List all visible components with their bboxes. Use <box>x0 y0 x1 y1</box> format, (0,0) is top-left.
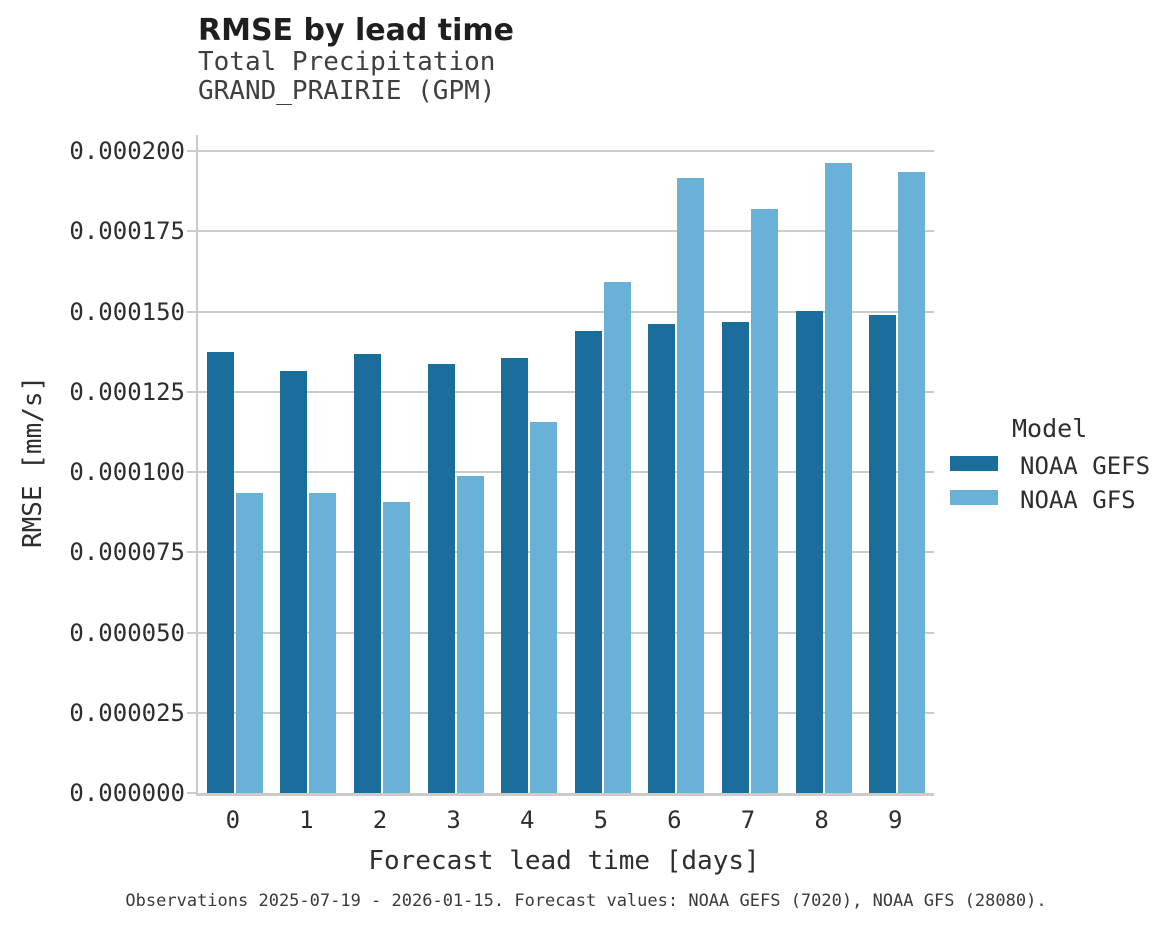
gridline <box>198 471 934 474</box>
y-tick-label: 0.000050 <box>69 618 185 647</box>
bar-noaa-gfs-day-6 <box>677 177 705 793</box>
gridline <box>198 150 934 153</box>
plot-area <box>187 135 934 796</box>
chart-title: RMSE by lead time <box>198 13 514 48</box>
bar-noaa-gefs-day-8 <box>795 310 823 793</box>
bar-noaa-gfs-day-9 <box>898 171 926 793</box>
legend-label-noaa-gfs: NOAA GFS <box>1020 486 1136 514</box>
gridline <box>198 230 934 233</box>
y-tick-mark <box>187 230 196 233</box>
bar-noaa-gfs-day-1 <box>309 492 337 793</box>
bar-noaa-gefs-day-4 <box>501 358 529 793</box>
y-tick-mark <box>187 551 196 554</box>
x-tick-label: 0 <box>225 806 241 834</box>
y-tick-label: 0.000025 <box>69 698 185 727</box>
legend-title: Model <box>1012 414 1088 443</box>
x-tick-label: 6 <box>667 806 682 834</box>
y-tick-label: 0.000125 <box>69 377 185 406</box>
x-tick-label: 1 <box>299 806 314 834</box>
bar-noaa-gefs-day-0 <box>206 351 234 793</box>
bar-noaa-gefs-day-1 <box>280 370 308 793</box>
gridline <box>198 631 934 634</box>
y-tick-mark <box>187 792 196 794</box>
y-tick-mark <box>187 390 196 393</box>
gridline <box>198 711 934 714</box>
y-tick-label: 0.000000 <box>69 779 185 807</box>
gridline <box>198 310 934 313</box>
bar-noaa-gefs-day-3 <box>427 363 455 793</box>
bar-noaa-gfs-day-4 <box>530 422 558 793</box>
bar-noaa-gfs-day-7 <box>751 208 778 793</box>
chart-subtitle-variable: Total Precipitation <box>198 47 496 77</box>
y-tick-label: 0.000150 <box>69 297 185 326</box>
legend-swatch-noaa-gfs <box>950 490 998 505</box>
y-tick-label: 0.000100 <box>69 458 185 487</box>
bar-noaa-gefs-day-6 <box>648 323 676 793</box>
bar-noaa-gfs-day-8 <box>824 163 852 793</box>
x-tick-label: 5 <box>593 806 609 834</box>
gridline <box>198 390 934 393</box>
y-tick-label: 0.000075 <box>69 538 185 567</box>
x-tick-label: 4 <box>519 806 535 834</box>
x-tick-label: 8 <box>814 806 829 834</box>
y-tick-mark <box>187 471 196 474</box>
legend: Model NOAA GEFS NOAA GFS <box>930 410 1172 530</box>
bar-noaa-gefs-day-2 <box>354 353 381 793</box>
footer-caption: Observations 2025-07-19 - 2026-01-15. Fo… <box>125 891 1047 911</box>
bar-noaa-gfs-day-5 <box>603 282 631 793</box>
legend-label-noaa-gefs: NOAA GEFS <box>1020 452 1151 480</box>
bar-noaa-gefs-day-5 <box>574 331 602 793</box>
bar-noaa-gefs-day-9 <box>869 315 897 793</box>
y-tick-mark <box>187 711 196 714</box>
y-tick-mark <box>187 310 196 313</box>
y-tick-mark <box>187 150 196 153</box>
y-tick-mark <box>187 631 196 634</box>
y-tick-label: 0.000200 <box>69 137 185 166</box>
bar-noaa-gfs-day-3 <box>456 475 484 793</box>
gridline <box>198 551 934 554</box>
bar-noaa-gfs-day-0 <box>235 492 263 793</box>
x-tick-label: 3 <box>446 806 461 834</box>
title-block: RMSE by lead time Total Precipitation GR… <box>198 14 514 106</box>
x-tick-label: 7 <box>740 806 756 834</box>
chart-subtitle-station: GRAND_PRAIRIE (GPM) <box>198 76 496 106</box>
y-axis-label: RMSE [mm/s] <box>18 375 48 548</box>
bar-noaa-gefs-day-7 <box>722 321 749 793</box>
x-axis-label: Forecast lead time [days] <box>368 846 760 876</box>
bar-noaa-gfs-day-2 <box>383 502 410 793</box>
x-tick-label: 9 <box>887 806 903 834</box>
legend-swatch-noaa-gefs <box>950 456 998 471</box>
x-tick-label: 2 <box>372 806 388 834</box>
y-tick-label: 0.000175 <box>69 217 185 246</box>
